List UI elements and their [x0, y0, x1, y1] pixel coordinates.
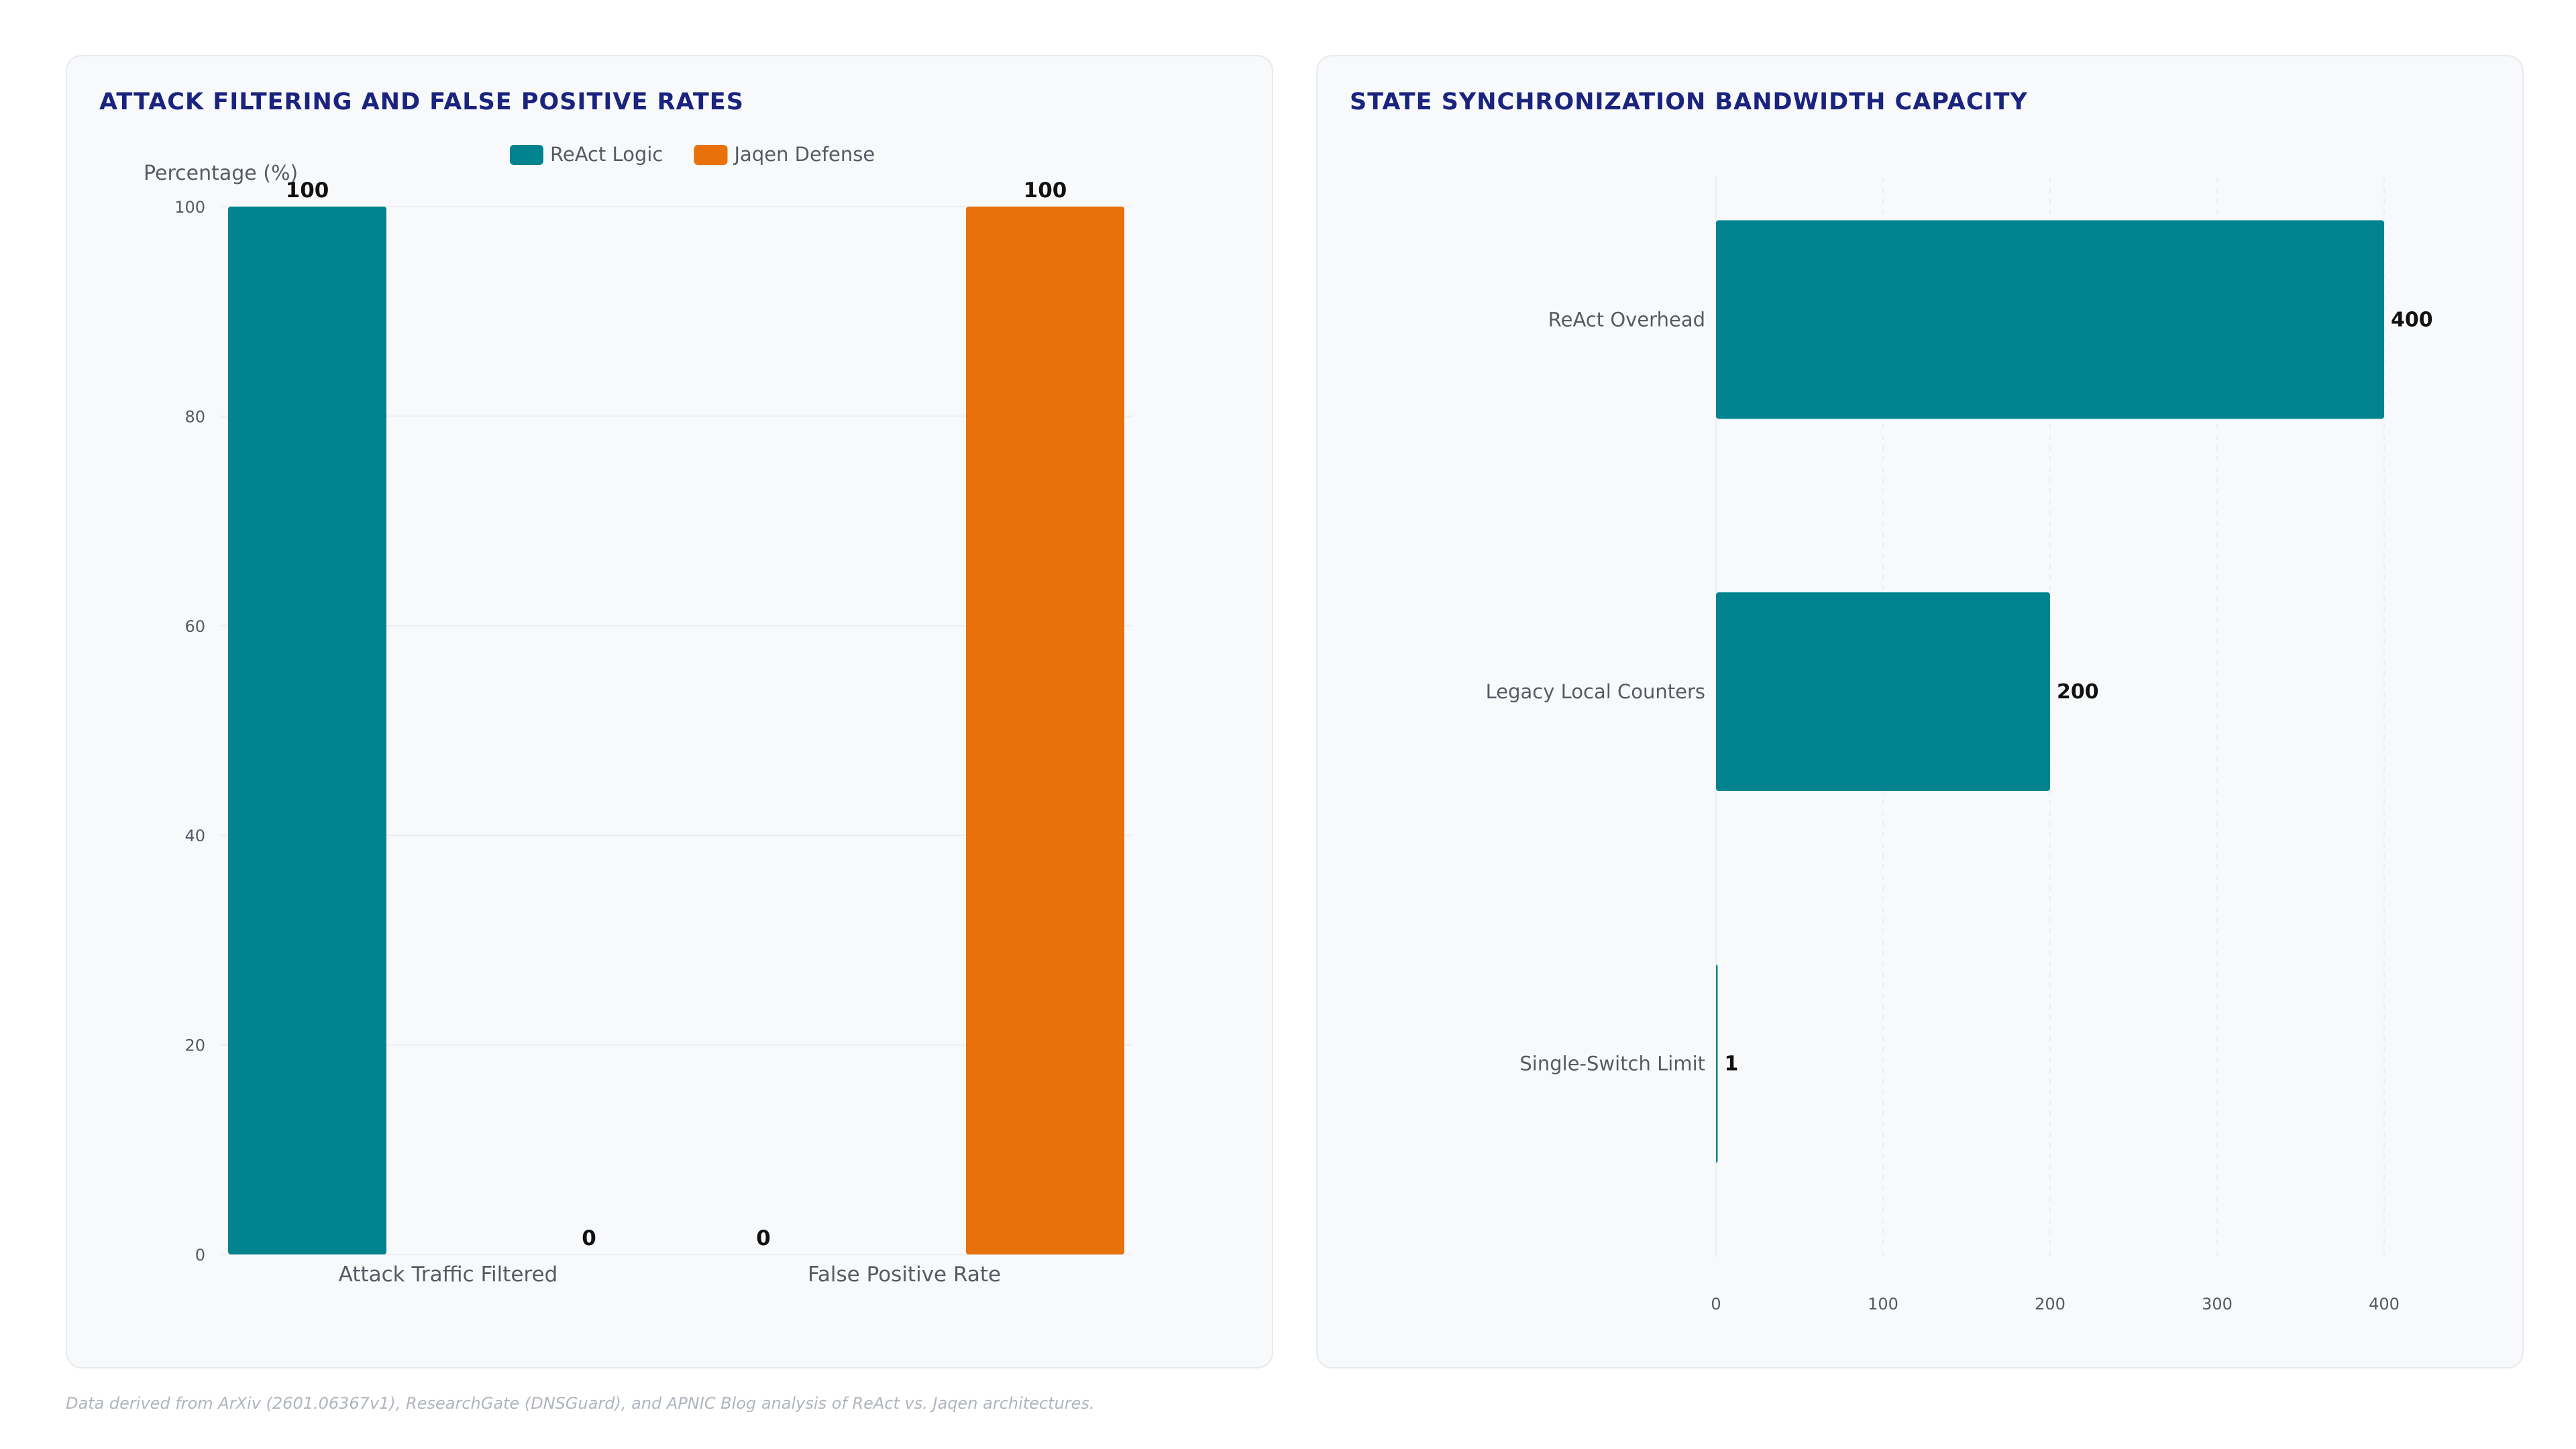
x-tick-label: 300: [2202, 1295, 2233, 1313]
legend-label: ReAct Logic: [550, 143, 663, 166]
legend-swatch: [510, 145, 543, 165]
bandwidth-capacity-chart: 0 100 200 300 400 ReAct Overhead 400 Legacy Loc…: [1486, 177, 2433, 1313]
legend-swatch: [694, 145, 728, 165]
bar-value-label: 100: [286, 178, 329, 203]
y-tick-label: 80: [184, 407, 205, 426]
x-category-label: False Positive Rate: [808, 1263, 1001, 1287]
bar-legacy-local-counters[interactable]: [1716, 592, 2050, 791]
y-tick-label: 0: [195, 1246, 205, 1265]
attack-filtering-chart-card: ATTACK FILTERING AND FALSE POSITIVE RATE…: [66, 55, 1273, 1368]
bar-value-label: 100: [1024, 178, 1067, 203]
bar-value-label: 0: [756, 1226, 771, 1250]
y-category-label: Single-Switch Limit: [1519, 1053, 1705, 1075]
bar-value-label: 200: [2057, 680, 2099, 704]
y-tick-label: 40: [184, 826, 205, 845]
x-tick-label: 100: [1868, 1295, 1898, 1313]
y-tick-label: 20: [184, 1036, 205, 1055]
bar-single-switch-limit[interactable]: [1716, 964, 1718, 1163]
legend-item-react-logic[interactable]: ReAct Logic: [510, 143, 663, 166]
bandwidth-capacity-chart-card: STATE SYNCHRONIZATION BANDWIDTH CAPACITY…: [1316, 55, 2524, 1368]
x-tick-label: 200: [2035, 1295, 2065, 1313]
attack-filtering-chart-title: ATTACK FILTERING AND FALSE POSITIVE RATE…: [99, 89, 744, 115]
y-tick-label: 60: [184, 617, 205, 636]
bar-react-overhead[interactable]: [1716, 220, 2384, 419]
bandwidth-capacity-chart-title: STATE SYNCHRONIZATION BANDWIDTH CAPACITY: [1350, 89, 2028, 115]
y-category-label: Legacy Local Counters: [1486, 680, 1705, 703]
y-axis-title: Percentage (%): [144, 162, 298, 185]
x-category-label: Attack Traffic Filtered: [339, 1263, 558, 1287]
bar-jaqen-defense[interactable]: [966, 207, 1124, 1254]
bar-value-label: 400: [2391, 308, 2433, 331]
y-tick-label: 100: [174, 198, 205, 217]
x-tick-label: 400: [2369, 1295, 2400, 1313]
legend-item-jaqen-defense[interactable]: Jaqen Defense: [694, 143, 875, 166]
bar-value-label: 0: [582, 1226, 596, 1250]
bar-react-logic[interactable]: [228, 207, 386, 1254]
y-category-label: ReAct Overhead: [1548, 308, 1705, 331]
bar-value-label: 1: [1724, 1053, 1738, 1076]
x-tick-label: 0: [1711, 1295, 1721, 1313]
source-footnote: Data derived from ArXiv (2601.06367v1), …: [66, 1394, 1095, 1413]
legend-label: Jaqen Defense: [733, 143, 875, 166]
